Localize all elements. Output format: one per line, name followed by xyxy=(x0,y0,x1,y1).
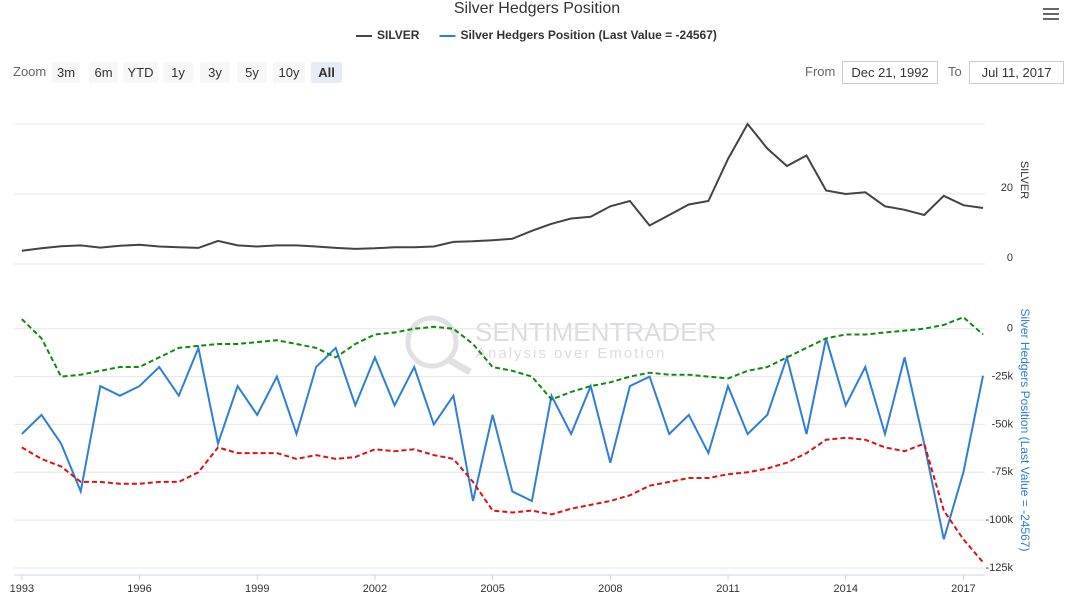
series-line xyxy=(21,338,984,540)
from-input[interactable]: Dec 21, 1992 xyxy=(842,61,938,84)
zoom-button[interactable]: 3y xyxy=(200,62,230,83)
zoom-button[interactable]: All xyxy=(311,62,342,83)
watermark: SENTIMENTRADER Analysis over Emotion xyxy=(405,315,716,376)
legend-label: SILVER xyxy=(377,28,420,42)
zoom-button[interactable]: 3m xyxy=(52,62,80,83)
y2-tick-label: 0 xyxy=(1007,323,1013,335)
y2-tick-label: -25k xyxy=(992,370,1014,382)
y2-tick-label: -100k xyxy=(985,514,1013,526)
zoom-button[interactable]: 1y xyxy=(163,62,193,83)
band-line xyxy=(21,316,984,401)
y2-axis-title: Silver Hedgers Position (Last Value = -2… xyxy=(1018,309,1032,552)
zoom-button[interactable]: YTD xyxy=(123,62,158,83)
to-input[interactable]: Jul 11, 2017 xyxy=(969,61,1064,84)
y-axis-title: SILVER xyxy=(1018,161,1030,199)
x-tick-label: 2005 xyxy=(480,583,504,595)
x-tick-label: 2017 xyxy=(951,583,975,595)
x-tick-label: 2002 xyxy=(363,583,387,595)
zoom-button[interactable]: 6m xyxy=(89,62,118,83)
zoom-label: Zoom xyxy=(13,64,47,79)
x-tick-label: 2014 xyxy=(833,583,857,595)
y-tick-label: 0 xyxy=(1007,252,1013,264)
y2-tick-label: -50k xyxy=(992,418,1014,430)
watermark-title: SENTIMENTRADER xyxy=(475,317,716,347)
watermark-subtitle: Analysis over Emotion xyxy=(476,345,666,362)
band-line xyxy=(21,436,984,563)
legend-item[interactable]: SILVER xyxy=(356,28,420,42)
chart-title: Silver Hedgers Position xyxy=(454,0,620,17)
series-line xyxy=(21,122,984,252)
menu-icon[interactable] xyxy=(1043,8,1059,20)
zoom-button[interactable]: 5y xyxy=(237,62,267,83)
x-tick-label: 2011 xyxy=(716,583,740,595)
legend-label: Silver Hedgers Position (Last Value = -2… xyxy=(460,28,716,42)
x-tick-label: 1993 xyxy=(10,583,34,595)
zoom-button[interactable]: 10y xyxy=(273,62,305,83)
x-tick-label: 2008 xyxy=(598,583,622,595)
y-tick-label: 20 xyxy=(1001,182,1013,194)
y2-tick-label: -125k xyxy=(985,562,1013,574)
y2-tick-label: -75k xyxy=(992,466,1014,478)
x-tick-label: 1996 xyxy=(127,583,151,595)
to-label: To xyxy=(948,64,962,79)
from-label: From xyxy=(805,64,836,79)
legend-item[interactable]: Silver Hedgers Position (Last Value = -2… xyxy=(439,28,717,42)
x-tick-label: 1999 xyxy=(245,583,269,595)
